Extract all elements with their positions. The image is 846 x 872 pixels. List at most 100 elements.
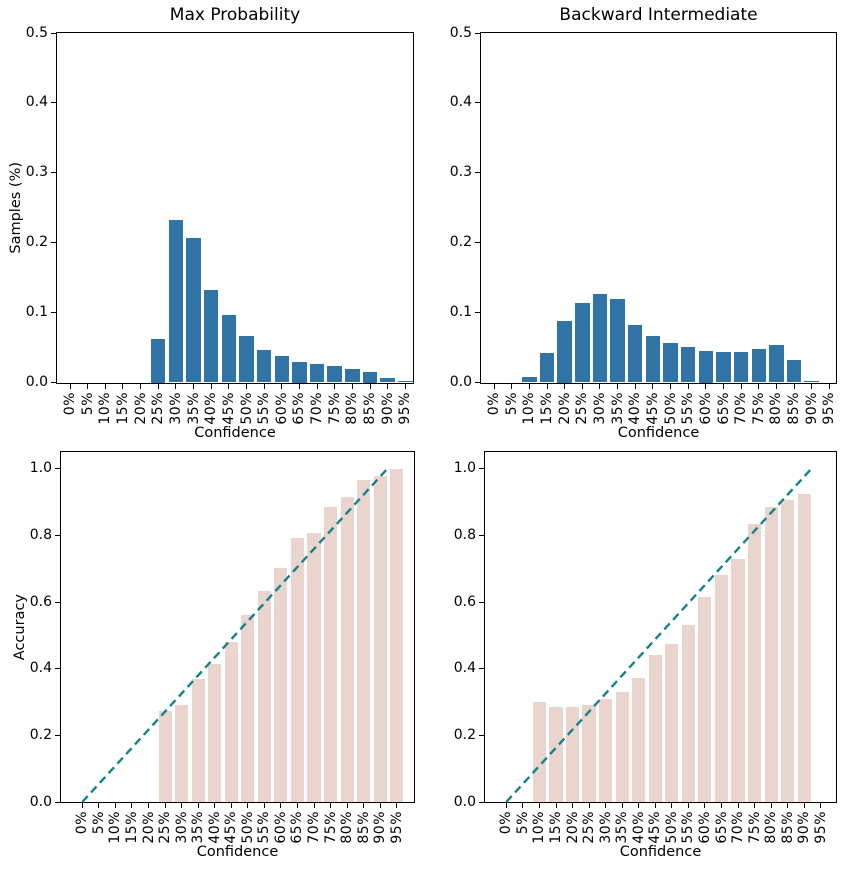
xtick-mark — [754, 803, 755, 808]
bar-10% — [522, 376, 537, 383]
xtick-mark — [175, 383, 177, 389]
plot-area-max-probability-samples — [56, 32, 414, 384]
xtick-mark — [140, 383, 142, 389]
bar-70% — [733, 352, 749, 383]
ytick-label: 0.0 — [449, 374, 472, 390]
xtick-mark — [330, 803, 332, 808]
xtick-mark — [280, 803, 282, 808]
ytick-mark — [479, 468, 484, 470]
xtick-label: 65% — [713, 811, 730, 844]
xtick-mark — [230, 803, 232, 808]
xtick-mark — [705, 383, 707, 389]
xtick-mark — [820, 803, 822, 808]
xtick-label-holder: 10% — [531, 811, 547, 844]
xtick-mark — [263, 803, 265, 808]
ytick-mark — [479, 534, 484, 536]
xtick-mark — [787, 803, 789, 808]
bar-95% — [390, 468, 404, 802]
xtick-mark — [803, 803, 805, 808]
xtick-mark — [87, 383, 89, 389]
xtick-mark — [638, 803, 640, 808]
xtick-mark — [538, 803, 540, 808]
bar-90% — [380, 378, 395, 383]
xtick-label: 60% — [696, 811, 713, 844]
bar-75% — [323, 507, 338, 802]
bar-85% — [786, 360, 802, 383]
bar-30% — [175, 704, 189, 802]
xtick-label-holder: 25% — [581, 811, 597, 844]
bar-25% — [150, 338, 166, 383]
bar-15% — [549, 707, 563, 802]
xtick-mark — [555, 803, 557, 808]
bar-60% — [274, 355, 290, 383]
ytick-label: 0.4 — [449, 94, 472, 111]
bar-50% — [665, 643, 679, 802]
xtick-mark — [98, 803, 100, 808]
calibration-diagonal-line — [81, 466, 390, 803]
ytick-mark — [475, 242, 480, 244]
bar-55% — [257, 591, 271, 802]
ytick-label: 0.0 — [25, 374, 48, 390]
bar-85% — [362, 372, 378, 383]
xtick-mark — [228, 383, 230, 389]
xtick-label: 90% — [796, 811, 813, 844]
ytick-label: 0.0 — [453, 793, 476, 810]
xtick-label-holder: 50% — [664, 811, 680, 844]
xtick-label-holder: 80% — [763, 811, 779, 844]
xtick-mark — [387, 383, 389, 389]
xtick-mark — [793, 383, 795, 389]
xtick-label-holder: 30% — [598, 811, 614, 844]
x-axis-label: Confidence — [617, 424, 700, 441]
bar-25% — [158, 711, 172, 802]
xtick-label: 75% — [746, 811, 763, 844]
bar-85% — [357, 480, 371, 802]
x-axis-label: Confidence — [619, 844, 702, 860]
xtick-label-holder: 40% — [631, 811, 647, 844]
xtick-mark — [723, 383, 724, 389]
xtick-mark — [564, 383, 566, 389]
bar-75% — [747, 524, 762, 802]
bar-35% — [186, 237, 201, 383]
ytick-mark — [51, 382, 56, 383]
bar-10% — [532, 702, 546, 802]
xtick-label: 35% — [614, 811, 631, 844]
xtick-mark — [296, 803, 298, 808]
ytick-mark — [55, 468, 60, 470]
xtick-mark — [671, 803, 673, 808]
xtick-label-holder: 65% — [714, 811, 730, 844]
bar-50% — [239, 335, 254, 383]
xtick-mark — [581, 383, 583, 389]
xtick-mark — [181, 803, 183, 808]
xtick-label: 55% — [680, 811, 697, 844]
ytick-mark — [479, 801, 484, 803]
bar-75% — [751, 348, 767, 383]
bar-75% — [327, 365, 342, 383]
xtick-label-holder: 55% — [680, 811, 696, 844]
xtick-mark — [210, 383, 212, 389]
xtick-mark — [652, 383, 654, 389]
bar-50% — [663, 343, 678, 383]
bar-25% — [575, 302, 590, 383]
ytick-mark — [51, 102, 56, 104]
ytick-mark — [55, 801, 60, 803]
ytick-mark — [479, 601, 484, 603]
xtick-mark — [298, 383, 300, 389]
bar-65% — [716, 352, 731, 383]
xtick-mark — [522, 803, 524, 808]
bar-80% — [340, 497, 354, 802]
ytick-label: 0.4 — [25, 94, 48, 111]
xtick-mark — [588, 803, 590, 808]
ytick-label: 0.1 — [25, 304, 48, 321]
xtick-mark — [369, 383, 371, 389]
xtick-label-holder: 15% — [548, 811, 564, 844]
xtick-label: 5% — [514, 811, 531, 835]
xtick-mark — [379, 803, 381, 808]
xtick-mark — [363, 803, 365, 808]
xtick-mark — [828, 383, 830, 389]
ytick-mark — [51, 32, 56, 34]
xtick-label: 30% — [597, 811, 614, 844]
x-axis-label: Confidence — [196, 844, 279, 860]
ytick-label: 0.6 — [453, 593, 476, 610]
xtick-mark — [704, 803, 706, 808]
